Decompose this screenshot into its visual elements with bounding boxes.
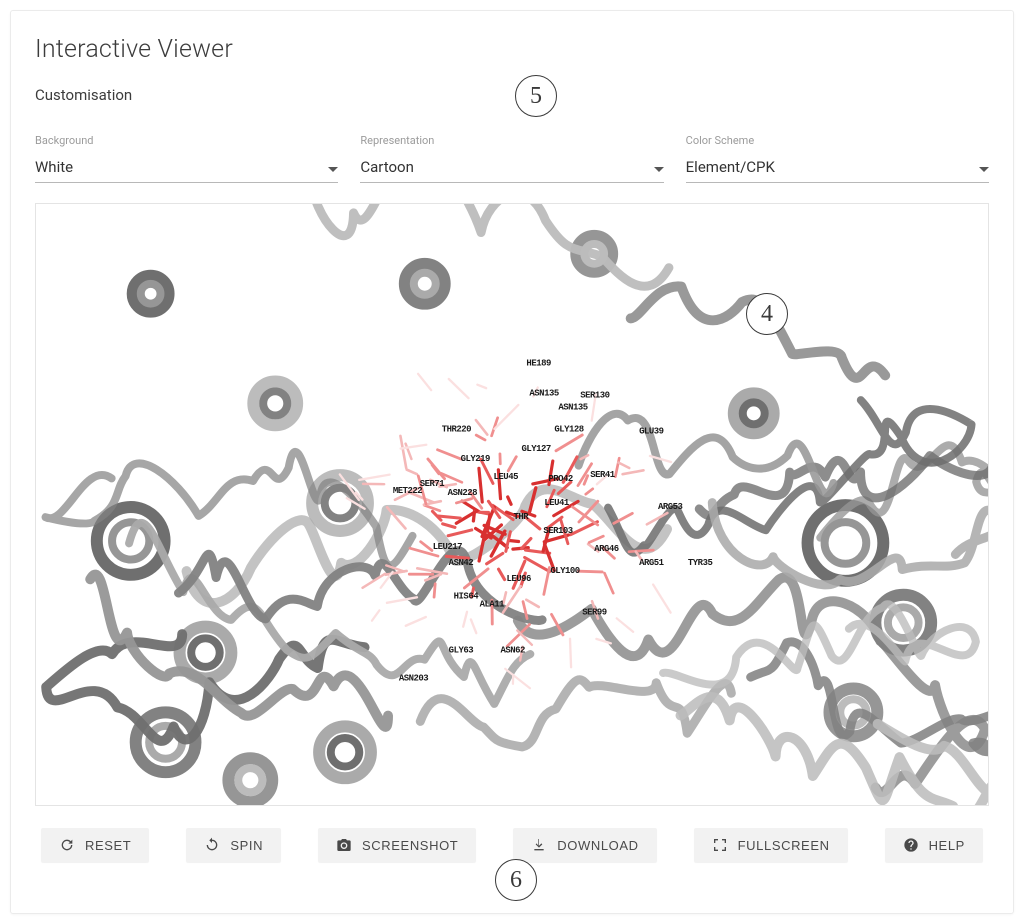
field-label: Background	[35, 134, 338, 147]
svg-text:LEU96: LEU96	[507, 574, 532, 584]
svg-text:HE189: HE189	[526, 358, 551, 368]
svg-text:LEU41: LEU41	[544, 498, 569, 508]
field-label: Color Scheme	[686, 134, 989, 147]
svg-text:ASN135: ASN135	[529, 388, 558, 398]
svg-text:MET222: MET222	[393, 486, 422, 496]
svg-text:GLY63: GLY63	[449, 646, 474, 656]
svg-text:GLY128: GLY128	[554, 424, 583, 434]
badge-text: 4	[761, 301, 773, 328]
viewer-toolbar: RESET SPIN SCREENSHOT DOWNLOAD FULLSCREE…	[35, 828, 989, 862]
badge-text: 6	[510, 867, 522, 894]
svg-text:GLY219: GLY219	[461, 454, 490, 464]
annotation-badge-6: 6	[495, 859, 537, 901]
representation-field: Representation Cartoon	[360, 134, 663, 183]
button-label: DOWNLOAD	[557, 838, 638, 853]
svg-text:SER99: SER99	[582, 608, 607, 618]
svg-text:THR220: THR220	[442, 424, 471, 434]
button-label: HELP	[929, 838, 965, 853]
section-subtitle: Customisation	[35, 86, 989, 104]
annotation-badge-4: 4	[746, 293, 788, 335]
customisation-controls: Background White Representation Cartoon …	[35, 134, 989, 183]
button-label: SCREENSHOT	[362, 838, 458, 853]
svg-text:ARG51: ARG51	[639, 558, 664, 568]
help-icon	[903, 837, 919, 853]
download-icon	[531, 837, 547, 853]
color-scheme-select[interactable]: Element/CPK	[686, 153, 989, 183]
background-field: Background White	[35, 134, 338, 183]
loop-icon	[204, 837, 220, 853]
svg-text:SER41: SER41	[590, 470, 615, 480]
svg-text:ASN228: ASN228	[448, 488, 477, 498]
color-scheme-field: Color Scheme Element/CPK	[686, 134, 989, 183]
background-select[interactable]: White	[35, 153, 338, 183]
molecule-canvas: HE189 ASN135 SER130 ASN135 THR220 GLY128 GLU39…	[36, 204, 988, 805]
annotation-badge-5: 5	[515, 75, 557, 117]
page-title: Interactive Viewer	[35, 35, 989, 64]
svg-text:ASN62: ASN62	[501, 646, 526, 656]
reset-button[interactable]: RESET	[41, 828, 149, 862]
svg-text:SER103: SER103	[543, 526, 572, 536]
chevron-down-icon	[979, 158, 989, 176]
fullscreen-icon	[712, 837, 728, 853]
chevron-down-icon	[328, 158, 338, 176]
svg-text:ASN42: ASN42	[449, 558, 474, 568]
svg-text:ASN203: ASN203	[399, 673, 428, 683]
svg-text:GLY127: GLY127	[521, 444, 550, 454]
select-value: Cartoon	[360, 158, 414, 176]
screenshot-button[interactable]: SCREENSHOT	[318, 828, 476, 862]
representation-select[interactable]: Cartoon	[360, 153, 663, 183]
field-label: Representation	[360, 134, 663, 147]
camera-icon	[336, 837, 352, 853]
select-value: White	[35, 158, 73, 176]
svg-text:ARG46: ARG46	[594, 544, 619, 554]
svg-text:THR: THR	[513, 512, 529, 522]
help-button[interactable]: HELP	[885, 828, 983, 862]
svg-text:ALA11: ALA11	[480, 600, 505, 610]
svg-text:ARG53: ARG53	[658, 502, 683, 512]
svg-text:LEU217: LEU217	[433, 542, 462, 552]
fullscreen-button[interactable]: FULLSCREEN	[694, 828, 848, 862]
svg-text:SER71: SER71	[420, 479, 445, 489]
molecule-viewport[interactable]: HE189 ASN135 SER130 ASN135 THR220 GLY128 GLU39…	[35, 203, 989, 806]
spin-button[interactable]: SPIN	[186, 828, 281, 862]
svg-text:LEU45: LEU45	[494, 472, 519, 482]
svg-text:SER130: SER130	[580, 390, 609, 400]
svg-text:HIS64: HIS64	[454, 592, 480, 602]
badge-text: 5	[530, 83, 542, 110]
chevron-down-icon	[654, 158, 664, 176]
select-value: Element/CPK	[686, 158, 775, 176]
refresh-icon	[59, 837, 75, 853]
svg-text:TYR35: TYR35	[688, 558, 713, 568]
button-label: SPIN	[230, 838, 263, 853]
svg-text:GLY100: GLY100	[550, 566, 579, 576]
svg-text:PRO42: PRO42	[548, 474, 573, 484]
button-label: RESET	[85, 838, 131, 853]
viewer-panel: 5 4 6 Interactive Viewer Customisation B…	[10, 10, 1014, 914]
svg-text:ASN135: ASN135	[558, 402, 587, 412]
button-label: FULLSCREEN	[738, 838, 830, 853]
svg-text:GLU39: GLU39	[639, 426, 664, 436]
download-button[interactable]: DOWNLOAD	[513, 828, 656, 862]
